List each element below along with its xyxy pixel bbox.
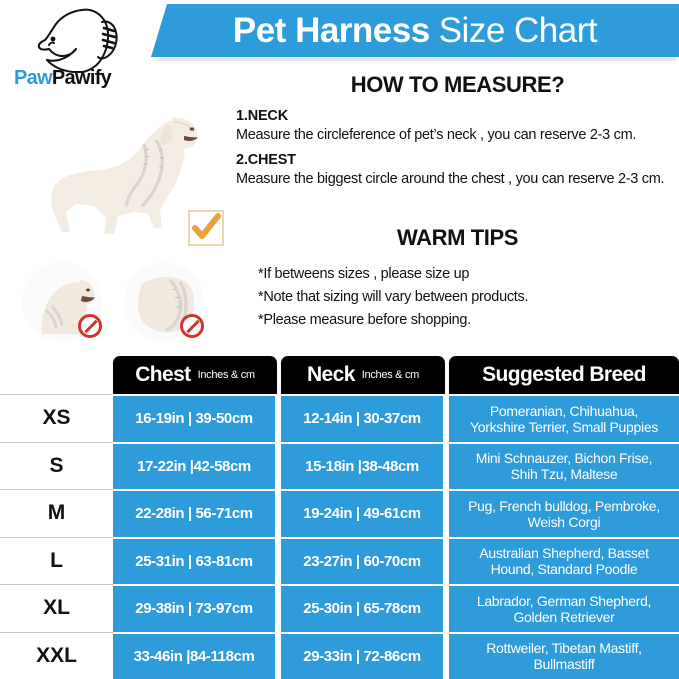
title-banner [151, 4, 679, 57]
cell-chest: 29-38in | 73-97cm [113, 584, 277, 632]
cell-neck: 15-18in |38-48cm [281, 441, 445, 489]
orange-checkmark-icon [192, 213, 221, 239]
cell-size: XS [0, 394, 113, 442]
column-header-chest: Chest Inches & cm [113, 356, 277, 394]
cell-neck: 29-33in | 72-86cm [281, 631, 445, 679]
cell-size: XXL [0, 631, 113, 679]
column-header-chest-units: Inches & cm [197, 369, 256, 381]
table-row: S 17-22in |42-58cm 15-18in |38-48cm Mini Sc… [0, 441, 679, 489]
cell-breed: Pomeranian, Chihuahua, Yorkshire Terrier,… [449, 394, 679, 442]
incorrect-example-1 [22, 262, 102, 342]
cell-size: XL [0, 584, 113, 632]
cell-breed: Labrador, German Shepherd, Golden Retriev… [449, 584, 679, 632]
measure-item-text: Measure the biggest circle around the ch… [236, 171, 665, 187]
logo-wordmark: PawPawify [14, 67, 144, 90]
column-header-neck-units: Inches & cm [361, 369, 420, 381]
measure-item-text: Measure the circleference of pet’s neck … [236, 127, 637, 143]
table-body: XS 16-19in | 39-50cm 12-14in | 30-37cm Pome… [0, 394, 679, 679]
cell-size: M [0, 489, 113, 537]
cell-chest: 16-19in | 39-50cm [113, 394, 277, 442]
brand-logo[interactable]: PawPawify [14, 4, 144, 92]
logo-word-dark: Pawify [51, 67, 112, 89]
cell-breed: Rottweiler, Tibetan Mastiff, Bullmastiff [449, 631, 679, 679]
dog-head-icon [37, 8, 118, 73]
tip-line: *If betweens sizes , please size up [258, 266, 470, 282]
table-row: XXL 33-46in |84-118cm 29-33in | 72-86cm Rot… [0, 631, 679, 679]
column-header-breed-label: Suggested Breed [482, 363, 646, 386]
cell-neck: 12-14in | 30-37cm [281, 394, 445, 442]
how-to-measure-list: 1.NECK Measure the circleference of pet’… [236, 108, 679, 196]
column-header-breed: Suggested Breed [449, 356, 679, 394]
correct-example-checkbox [188, 210, 224, 246]
warm-tips-list: *If betweens sizes , please size up *Not… [258, 266, 679, 335]
page-header: Pet Harness Size Chart [0, 0, 679, 64]
banner-shadow [156, 57, 676, 61]
table-row: XL 29-38in | 73-97cm 25-30in | 65-78cm Labr… [0, 584, 679, 632]
cell-size: S [0, 441, 113, 489]
cell-neck: 19-24in | 49-61cm [281, 489, 445, 537]
prohibition-icon [78, 314, 102, 338]
cell-breed: Pug, French bulldog, Pembroke, Weish Corg… [449, 489, 679, 537]
column-header-chest-label: Chest [135, 363, 191, 386]
column-header-neck-label: Neck [306, 363, 355, 386]
cell-neck: 23-27in | 60-70cm [281, 536, 445, 584]
size-chart-table: Chest Inches & cm Neck Inches & cm Sugge… [0, 356, 679, 679]
logo-word-blue: Paw [14, 67, 53, 89]
cell-chest: 33-46in |84-118cm [113, 631, 277, 679]
table-row: L 25-31in | 63-81cm 23-27in | 60-70cm Austr… [0, 536, 679, 584]
cell-chest: 22-28in | 56-71cm [113, 489, 277, 537]
measure-item-title: 2.CHEST [236, 152, 296, 168]
table-row: M 22-28in | 56-71cm 19-24in | 49-61cm Pug, … [0, 489, 679, 537]
cell-chest: 17-22in |42-58cm [113, 441, 277, 489]
cell-breed: Australian Shepherd, Basset Hound, Standa… [449, 536, 679, 584]
dog-measuring-photo [22, 100, 222, 250]
cell-neck: 25-30in | 65-78cm [281, 584, 445, 632]
how-to-measure-heading: HOW TO MEASURE? [350, 72, 565, 97]
cell-breed: Mini Schnauzer, Bichon Frise, Shih Tzu, M… [449, 441, 679, 489]
cell-size: L [0, 536, 113, 584]
cell-chest: 25-31in | 63-81cm [113, 536, 277, 584]
table-row: XS 16-19in | 39-50cm 12-14in | 30-37cm Pome… [0, 394, 679, 442]
measure-item-title: 1.NECK [236, 108, 288, 124]
prohibition-icon [180, 314, 204, 338]
page-title: Pet Harness Size Chart [151, 4, 679, 57]
tip-line: *Note that sizing will vary between prod… [258, 289, 529, 305]
title-bold: Pet Harness [232, 10, 430, 50]
incorrect-examples [8, 262, 223, 342]
warm-tips-heading: WARM TIPS [396, 225, 519, 250]
title-light: Size Chart [438, 10, 598, 50]
tip-line: *Please measure before shopping. [258, 312, 471, 328]
column-header-neck: Neck Inches & cm [281, 356, 445, 394]
